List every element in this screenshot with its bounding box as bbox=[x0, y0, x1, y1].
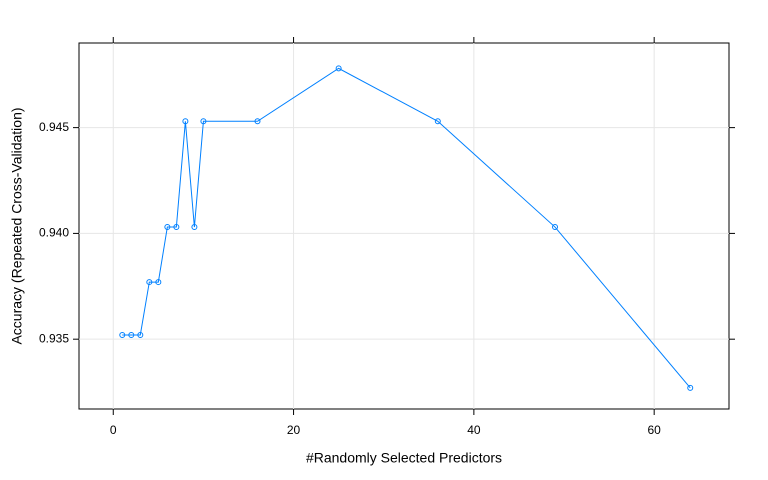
data-point bbox=[119, 331, 126, 338]
x-tick-label: 20 bbox=[287, 423, 301, 437]
y-tick-label: 0.940 bbox=[39, 226, 69, 240]
data-point bbox=[182, 118, 189, 125]
data-point bbox=[191, 224, 198, 231]
y-tick-label: 0.945 bbox=[39, 120, 69, 134]
data-point bbox=[254, 118, 261, 125]
data-point bbox=[128, 331, 135, 338]
data-point bbox=[335, 65, 342, 72]
data-point bbox=[173, 224, 180, 231]
y-axis-title: Accuracy (Repeated Cross-Validation) bbox=[9, 107, 25, 344]
data-point bbox=[137, 331, 144, 338]
x-tick-label: 0 bbox=[110, 423, 117, 437]
series-line bbox=[122, 67, 691, 389]
data-point bbox=[687, 384, 694, 391]
y-tick-label: 0.935 bbox=[39, 331, 69, 345]
x-tick-label: 60 bbox=[647, 423, 661, 437]
plot-frame bbox=[78, 42, 730, 410]
data-point bbox=[200, 118, 207, 125]
data-point bbox=[155, 279, 162, 286]
x-axis-title: #Randomly Selected Predictors bbox=[306, 450, 502, 466]
data-point bbox=[434, 118, 441, 125]
x-tick-label: 40 bbox=[467, 423, 481, 437]
data-point bbox=[164, 224, 171, 231]
data-point bbox=[552, 224, 559, 231]
data-point bbox=[146, 279, 153, 286]
